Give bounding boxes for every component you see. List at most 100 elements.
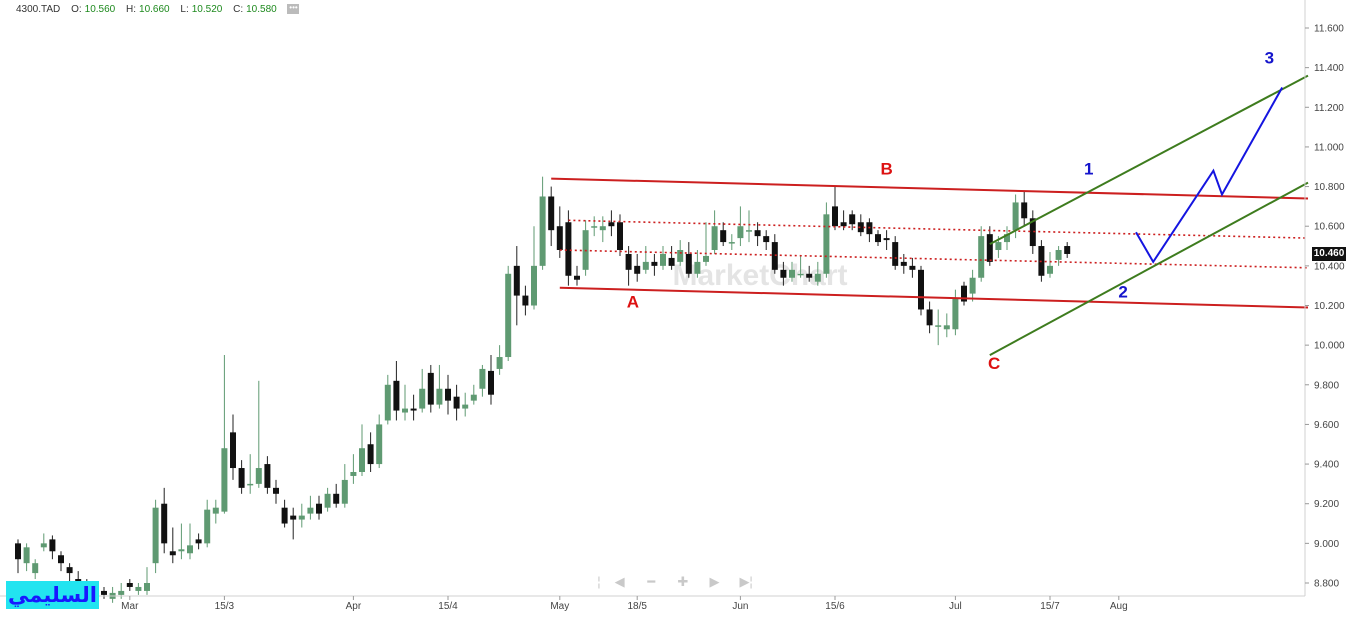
- scroll-right-icon[interactable]: ▶: [709, 574, 720, 589]
- candle: [255, 380, 262, 488]
- candle: [780, 261, 787, 286]
- zoom-out-icon[interactable]: ━: [647, 574, 656, 589]
- candle: [187, 523, 193, 560]
- more-options-icon[interactable]: •••: [287, 3, 300, 15]
- candle: [565, 210, 572, 286]
- time-tick-label: Mar: [121, 601, 139, 612]
- candle: [333, 483, 340, 508]
- candle: [1055, 246, 1062, 266]
- price-tick-label: 11.200: [1314, 103, 1344, 114]
- zoom-in-icon[interactable]: ✚: [677, 574, 689, 589]
- candle-body: [1021, 202, 1028, 219]
- wave-label-b: B: [880, 160, 892, 179]
- scroll-end-icon[interactable]: ▶¦: [739, 574, 753, 589]
- candle-body: [969, 277, 976, 294]
- green-lower-channel: [989, 181, 1309, 356]
- candle-body: [49, 539, 56, 552]
- candle: [539, 176, 546, 270]
- candle: [694, 250, 701, 278]
- candle-body: [187, 545, 193, 554]
- candle: [1064, 242, 1071, 258]
- candle: [703, 222, 709, 266]
- candle: [1021, 190, 1028, 227]
- candle: [58, 551, 64, 572]
- candle: [32, 559, 39, 580]
- candle-body: [427, 372, 434, 405]
- candle-body: [135, 586, 142, 591]
- candle-body: [703, 255, 709, 262]
- candle: [513, 246, 520, 326]
- candle: [281, 499, 288, 528]
- candle: [230, 414, 236, 480]
- candle: [651, 253, 658, 276]
- price-tick-label: 11.600: [1314, 24, 1344, 35]
- candle-body: [212, 507, 219, 514]
- nav-separator-icon: ¦: [597, 574, 601, 589]
- candle: [737, 206, 744, 247]
- price-tick-label: 11.400: [1314, 63, 1344, 74]
- candle-body: [900, 261, 907, 266]
- candle-body: [660, 253, 666, 266]
- candle-body: [58, 555, 64, 564]
- candle: [832, 186, 838, 231]
- candle-body: [771, 242, 778, 270]
- candle-body: [634, 265, 641, 274]
- candle: [814, 261, 821, 286]
- candle-body: [531, 265, 537, 306]
- candle-body: [539, 196, 546, 266]
- price-tick-label: 10.200: [1314, 301, 1345, 312]
- candle-body: [849, 214, 856, 225]
- candle-body: [1004, 234, 1010, 243]
- candle-body: [290, 515, 297, 520]
- wave-annotations: A B C 1 2 3: [627, 49, 1274, 373]
- trend-lines: [551, 74, 1309, 356]
- candle-body: [264, 464, 271, 488]
- candle: [634, 253, 641, 282]
- time-axis[interactable]: Mar 15/3 Apr 15/4 May 18/5 Jun 15/6 Jul 15/7 Aug: [121, 596, 1128, 612]
- price-tick-label: 9.600: [1314, 420, 1339, 431]
- wave-label-1: 1: [1084, 160, 1093, 179]
- candle: [943, 313, 950, 338]
- time-tick-label: 18/5: [627, 601, 647, 612]
- candle: [918, 265, 924, 316]
- wave-label-a: A: [627, 292, 639, 311]
- candle: [892, 236, 899, 270]
- candle: [582, 220, 589, 276]
- candle-body: [918, 269, 924, 310]
- candle-body: [986, 234, 993, 262]
- candle: [746, 210, 752, 243]
- candle-body: [247, 483, 254, 486]
- candle: [711, 210, 718, 254]
- candle-body: [15, 543, 21, 560]
- candle-body: [599, 226, 606, 231]
- candle-body: [144, 583, 150, 591]
- candle: [212, 499, 219, 524]
- scroll-left-icon[interactable]: ◀: [614, 574, 625, 589]
- candle: [642, 246, 649, 274]
- candle: [883, 230, 890, 250]
- candle: [462, 392, 469, 417]
- candle: [599, 216, 606, 243]
- price-tick-label: 8.800: [1314, 579, 1339, 590]
- candle: [556, 206, 563, 258]
- candle: [909, 257, 916, 278]
- candle-body: [806, 273, 813, 278]
- candle-body: [668, 257, 675, 266]
- candle-body: [754, 230, 761, 237]
- candle-body: [978, 236, 985, 278]
- price-axis[interactable]: 8.800 9.000 9.200 9.400 9.600 9.800 10.000 10.2…: [1305, 24, 1345, 590]
- candle-body: [126, 583, 133, 587]
- wave-label-c: C: [988, 354, 1000, 373]
- candle: [875, 230, 881, 247]
- candle-body: [445, 388, 451, 401]
- price-tick-label: 10.400: [1314, 261, 1345, 272]
- candle: [324, 487, 331, 512]
- candle: [178, 523, 185, 560]
- candle: [307, 495, 314, 520]
- time-tick-label: May: [550, 601, 569, 612]
- candle-body: [32, 563, 39, 574]
- candle-body: [840, 222, 847, 227]
- candle-body: [436, 388, 443, 405]
- candle-body: [677, 250, 684, 262]
